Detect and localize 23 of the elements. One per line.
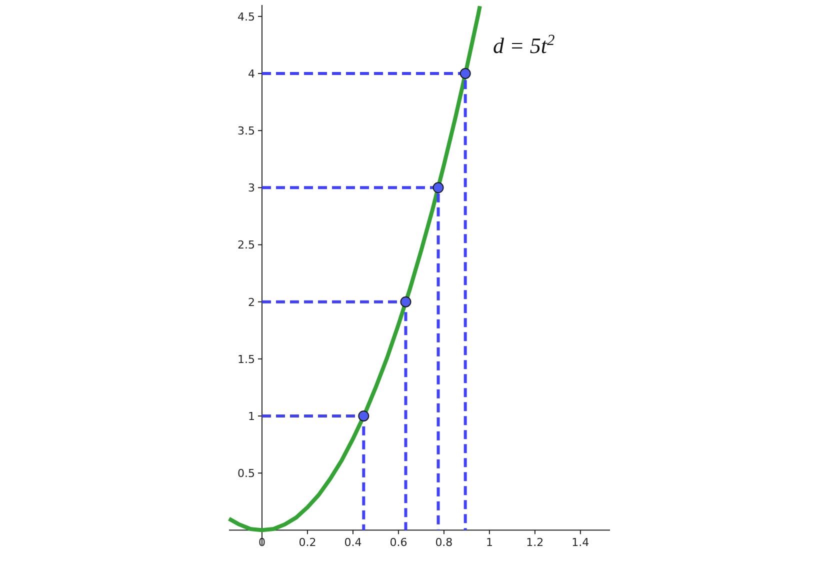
y-tick-label: 3 [248,182,255,195]
y-tick-label: 1 [248,410,255,423]
annotation: d = 5t$^{2}$ [493,32,555,58]
y-tick-label: 2 [248,296,255,309]
y-tick-label: 3.5 [237,124,255,138]
point [358,410,370,422]
point [432,182,444,194]
line-series [227,4,482,532]
point [400,296,412,308]
y-tick-label: 4.5 [237,10,255,24]
y-tick-label: 2.5 [237,238,255,252]
x-tick-label: 0.8 [435,536,453,550]
x-tick-label: 0.4 [344,536,362,550]
y-tick-label: 1.5 [237,352,255,366]
x-tick-label: 1.2 [526,536,544,550]
x-tick-label: 1.4 [572,536,590,550]
x-tick-label: 0.6 [390,536,408,550]
x-tick-label: 1 [486,536,493,550]
x-tick-label: 0.2 [298,536,316,550]
point [460,68,471,79]
y-tick-label: 4 [248,68,255,80]
x-tick-label: 0 [258,536,266,550]
y-tick-label: 0.5 [237,467,255,480]
